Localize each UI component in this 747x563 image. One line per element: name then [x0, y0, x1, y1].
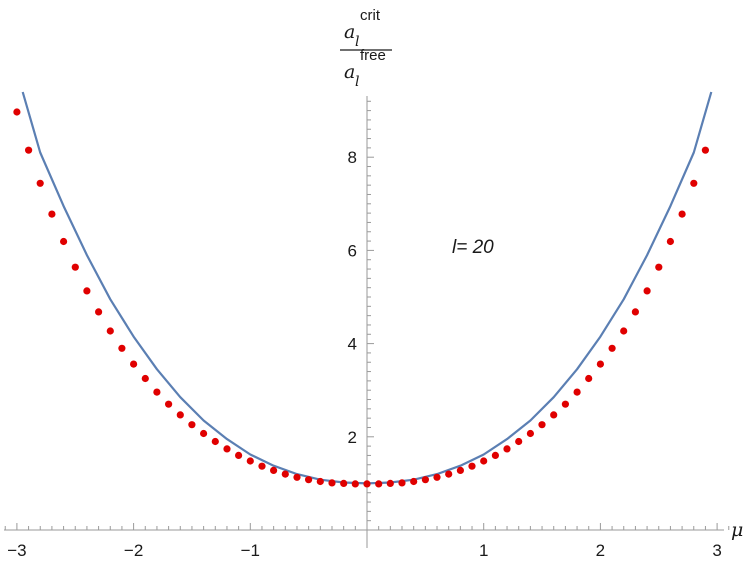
data-point	[118, 344, 126, 352]
data-point	[293, 473, 301, 481]
y-label-den-sub: l	[355, 74, 359, 90]
data-point	[620, 327, 628, 335]
data-point	[176, 411, 184, 419]
x-axis-label: μ	[731, 519, 743, 541]
data-point	[188, 421, 196, 429]
y-tick-label: 4	[348, 335, 357, 354]
axes: −3 −2 −1 1 2 3 2 4 6 8	[4, 96, 730, 560]
data-point	[398, 479, 406, 487]
y-label-num-sup: crit	[360, 7, 381, 24]
data-point	[445, 470, 453, 478]
data-point	[363, 480, 371, 488]
y-tick-label: 8	[348, 148, 357, 167]
data-point	[83, 287, 91, 295]
x-tick-label: 1	[479, 541, 488, 560]
data-point	[141, 374, 149, 383]
y-label-num-base: a	[344, 21, 355, 43]
data-point	[305, 476, 313, 484]
data-point	[491, 451, 499, 459]
data-point	[36, 179, 44, 187]
data-point	[433, 473, 441, 481]
data-point	[678, 210, 686, 218]
y-label-den-base: a	[344, 61, 355, 83]
data-point	[701, 146, 710, 154]
data-point	[270, 466, 278, 474]
data-point	[48, 210, 56, 218]
data-point	[258, 462, 266, 470]
data-point	[281, 470, 289, 478]
data-point	[13, 108, 21, 116]
data-point	[421, 476, 429, 484]
data-point	[223, 445, 231, 453]
data-point	[340, 479, 348, 487]
data-point	[608, 344, 616, 352]
data-point	[550, 411, 558, 419]
data-point	[211, 437, 219, 446]
x-tick-label: −3	[7, 541, 26, 560]
data-point	[386, 479, 394, 487]
y-label-num-sub: l	[355, 34, 359, 50]
data-point	[130, 360, 138, 368]
data-point	[666, 237, 675, 246]
annotation-l: l= 20	[452, 237, 494, 258]
data-point	[655, 263, 663, 271]
data-point	[200, 429, 208, 438]
data-point	[351, 480, 359, 488]
data-point	[235, 451, 243, 459]
data-point	[643, 287, 651, 295]
data-point	[316, 477, 324, 486]
data-points-layer	[13, 108, 710, 488]
data-point	[538, 421, 546, 429]
x-tick-label: −1	[241, 541, 260, 560]
x-tick-label: 3	[712, 541, 721, 560]
y-axis-label: a l crit a l free	[340, 7, 392, 90]
x-tick-label: 2	[596, 541, 605, 560]
data-point	[468, 462, 476, 470]
y-tick-label: 6	[348, 241, 357, 260]
x-tick-label: −2	[124, 541, 143, 560]
data-point	[585, 374, 593, 383]
data-point	[95, 308, 103, 316]
data-point	[480, 457, 488, 465]
data-point	[165, 400, 173, 408]
data-point	[631, 308, 640, 316]
data-point	[515, 437, 523, 446]
data-point	[410, 477, 418, 486]
y-tick-label: 2	[348, 428, 357, 447]
data-point	[375, 480, 383, 488]
data-point	[503, 445, 511, 453]
y-label-den-sup: free	[360, 47, 386, 64]
data-point	[456, 466, 464, 474]
data-point	[596, 360, 605, 368]
data-point	[106, 327, 114, 335]
data-point	[690, 179, 698, 187]
data-point	[246, 457, 254, 465]
data-point	[561, 400, 570, 408]
data-point	[573, 388, 581, 396]
data-point	[60, 237, 68, 246]
data-point	[25, 146, 33, 154]
data-point	[153, 388, 161, 396]
data-point	[526, 429, 535, 438]
data-point	[328, 479, 336, 487]
data-point	[71, 263, 79, 271]
